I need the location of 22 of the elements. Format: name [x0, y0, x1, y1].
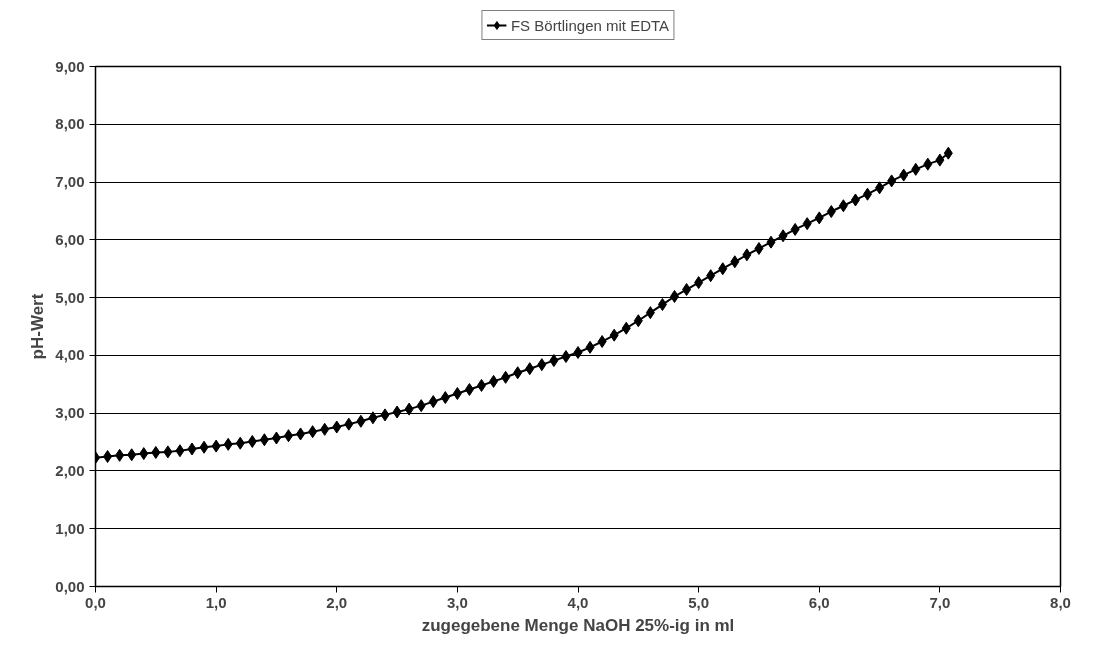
- y-tick-label: 0,00: [55, 577, 85, 595]
- x-tick-label: 3,0: [446, 593, 468, 611]
- x-tick-label: 7,0: [929, 593, 951, 611]
- x-tick-label: 0,0: [85, 593, 106, 611]
- x-tick-label: 6,0: [808, 593, 830, 611]
- x-tick-label: 1,0: [205, 593, 227, 611]
- y-tick-label: 9,00: [55, 57, 85, 75]
- y-tick-label: 8,00: [55, 115, 85, 133]
- y-tick-label: 1,00: [55, 519, 85, 537]
- y-tick-label: 2,00: [55, 461, 85, 479]
- x-tick-label: 5,0: [688, 593, 710, 611]
- x-tick-label: 2,0: [326, 593, 348, 611]
- y-tick-label: 7,00: [55, 173, 85, 191]
- legend-label: FS Börtlingen mit EDTA: [510, 16, 670, 34]
- x-axis-title: zugegebene Menge NaOH 25%-ig in ml: [421, 615, 735, 635]
- x-tick-label: 8,0: [1050, 593, 1071, 611]
- x-tick-label: 4,0: [567, 593, 589, 611]
- y-tick-label: 6,00: [55, 230, 85, 248]
- y-tick-label: 3,00: [55, 404, 85, 422]
- y-tick-label: 5,00: [55, 288, 85, 306]
- y-axis-title: pH-Wert: [28, 293, 48, 360]
- y-tick-label: 4,00: [55, 346, 85, 364]
